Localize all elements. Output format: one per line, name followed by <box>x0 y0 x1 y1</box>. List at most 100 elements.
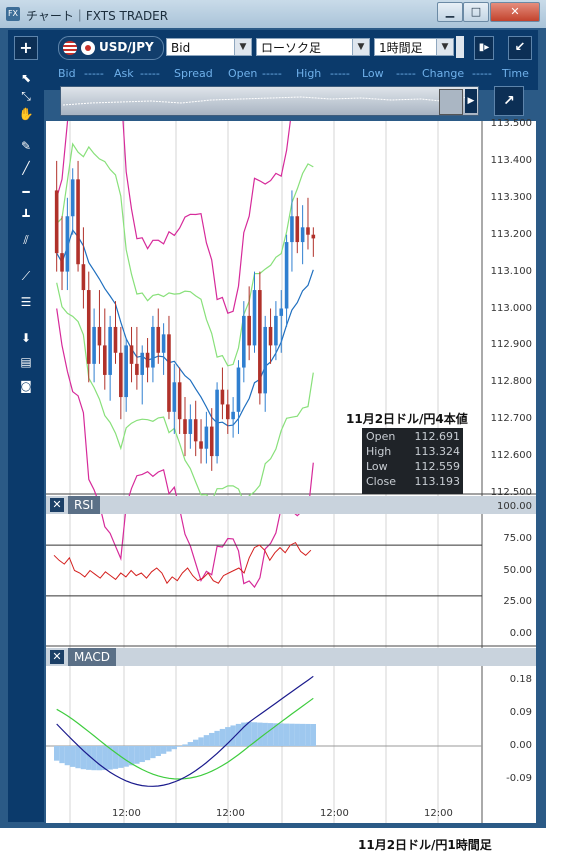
macd-histogram-bar <box>107 746 113 770</box>
candle-body <box>290 216 294 243</box>
price-tick-label: 113.500 <box>490 118 532 129</box>
range-slider-handle[interactable] <box>439 89 463 115</box>
candle-body <box>113 326 118 353</box>
rsi-tick-label: 100.00 <box>497 501 532 512</box>
add-chart-button[interactable]: + <box>14 36 38 60</box>
play-icon[interactable]: ▶ <box>465 89 477 113</box>
macd-histogram-bar <box>310 724 316 746</box>
hand-icon[interactable]: ✋ <box>18 107 34 121</box>
close-button[interactable]: ✕ <box>490 2 540 22</box>
window-title: チャート｜FXTS TRADER <box>26 9 169 23</box>
candle-body <box>81 264 86 291</box>
vertical-line-icon[interactable]: ┻ <box>22 209 30 223</box>
close-icon[interactable]: ✕ <box>50 498 64 512</box>
time-tick-label: 12:00 <box>216 808 245 819</box>
time-tick-label: 12:00 <box>112 808 141 819</box>
open-value: 112.691 <box>414 430 461 443</box>
price-tick-label: 112.500 <box>490 487 532 498</box>
candle-body <box>60 253 64 272</box>
price-tick-label: 112.600 <box>490 450 532 462</box>
macd-histogram-bar <box>214 730 220 746</box>
macd-histogram-bar <box>273 723 279 746</box>
quote-label: Change <box>422 67 465 80</box>
price-tick-label: 112.700 <box>490 413 532 425</box>
chevron-down-icon: ▼ <box>352 39 369 55</box>
timeframe-value: 1時間足 <box>379 41 423 55</box>
candle-body <box>86 290 91 364</box>
rsi-line <box>53 541 312 585</box>
macd-histogram-bar <box>198 737 204 746</box>
candle-body <box>225 404 230 420</box>
price-tick-label: 113.000 <box>490 302 532 314</box>
close-value: 113.193 <box>414 475 461 488</box>
macd-histogram-bar <box>299 723 306 746</box>
minimize-button[interactable]: ▁ <box>437 2 463 22</box>
macd-histogram-bar <box>96 746 103 771</box>
line-icon[interactable]: ╱ <box>22 161 30 175</box>
macd-histogram-bar <box>289 723 295 746</box>
drawing-toolbar: ⬉ ⤡ ✋ ✎ ╱ ━ ┻ ⫽ ⟋ ☰ ⬇ ▤ ◙ <box>8 62 44 822</box>
macd-histogram-bar <box>294 723 300 746</box>
high-value: 113.324 <box>414 445 461 458</box>
candle-body <box>252 290 257 346</box>
macd-tick-label: -0.09 <box>506 773 532 784</box>
symbol-selector[interactable]: USD/JPY <box>58 36 164 60</box>
macd-histogram-bar <box>102 746 108 771</box>
macd-histogram-bar <box>64 746 71 766</box>
price-tick-label: 113.300 <box>490 191 532 203</box>
chart-type-select[interactable]: ローソク足 ▼ <box>256 38 370 56</box>
rsi-tick-label: 25.00 <box>503 596 532 608</box>
close-label: Close <box>366 475 396 488</box>
fibonacci-icon[interactable]: ☰ <box>20 295 32 309</box>
pointer-icon[interactable]: ⬉ <box>20 71 32 85</box>
rsi-tick-label: 0.00 <box>509 628 532 639</box>
candle-body <box>220 389 225 405</box>
macd-histogram-bar <box>139 746 145 763</box>
price-type-select[interactable]: Bid ▼ <box>166 38 252 56</box>
columns-icon[interactable]: ▮▸ <box>474 36 494 60</box>
macd-histogram-bar <box>203 735 210 746</box>
candle-body <box>135 363 139 375</box>
price-history-strip[interactable]: ▶ <box>60 86 479 116</box>
camera-icon[interactable]: ◙ <box>20 379 32 393</box>
macd-histogram-bar <box>91 746 97 771</box>
crosshair-pointer-icon[interactable]: ⤡ <box>21 89 31 103</box>
candle-body <box>295 216 300 243</box>
candle-body <box>263 326 268 394</box>
horizontal-line-icon[interactable]: ━ <box>22 185 30 199</box>
rsi-pane-header: ✕ RSI <box>46 496 536 514</box>
chevron-down-icon: ▼ <box>234 39 251 55</box>
pin-icon[interactable]: ✎ <box>20 139 32 153</box>
timeframe-select[interactable]: 1時間足 ▼ <box>374 38 454 56</box>
candle-body <box>274 315 278 346</box>
candle-body <box>129 345 134 364</box>
macd-histogram-bar <box>144 746 151 761</box>
macd-histogram-bar <box>251 722 258 746</box>
macd-histogram-bar <box>267 723 274 746</box>
title-bar: FX チャート｜FXTS TRADER ▁ □ ✕ <box>0 0 546 28</box>
candle-body <box>108 326 112 375</box>
collapse-icon[interactable]: ↙ <box>508 36 532 60</box>
candle-body <box>156 326 161 353</box>
expand-icon[interactable]: ↗ <box>494 86 524 116</box>
macd-tick-label: 0.00 <box>509 740 532 751</box>
fan-icon[interactable]: ⟋ <box>21 269 31 283</box>
download-icon[interactable]: ⬇ <box>20 331 32 345</box>
maximize-button[interactable]: □ <box>463 2 489 22</box>
candle-body <box>215 389 219 457</box>
quote-label: ----- <box>140 67 160 80</box>
japan-flag-icon <box>81 41 95 55</box>
macd-histogram-bar <box>155 746 161 757</box>
candle-body <box>140 352 145 375</box>
list-icon[interactable]: ▤ <box>20 355 32 369</box>
ohlc-info-box: Open 112.691 High 113.324 Low 112.559 Close… <box>362 428 463 494</box>
price-tick-label: 113.200 <box>490 228 532 240</box>
flag-icon[interactable] <box>456 36 464 58</box>
candle-body <box>204 426 209 449</box>
close-icon[interactable]: ✕ <box>50 650 64 664</box>
candle-body <box>188 419 193 434</box>
quote-label: Time <box>502 67 529 80</box>
channel-icon[interactable]: ⫽ <box>23 233 29 247</box>
price-tick-label: 113.100 <box>490 265 532 277</box>
price-tick-label: 113.400 <box>490 154 532 166</box>
